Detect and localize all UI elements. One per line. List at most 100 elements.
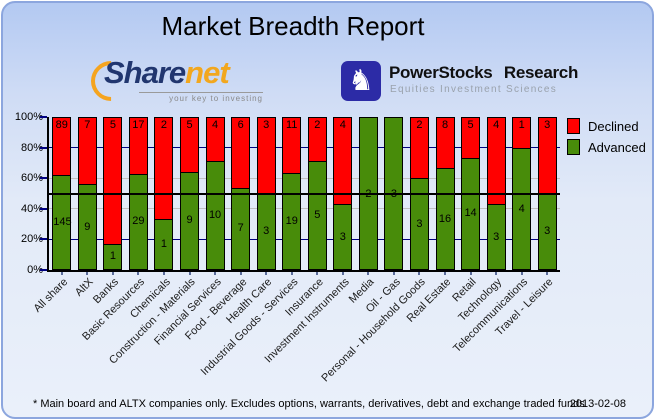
y-label-60: 60% xyxy=(20,172,43,185)
page-title: Market Breadth Report xyxy=(161,11,425,41)
bar-all-share-declined-count: 89 xyxy=(55,119,68,131)
y-label-80: 80% xyxy=(20,141,43,154)
x-tick-construction-materials xyxy=(188,272,191,275)
bar-altx-declined-segment xyxy=(78,118,96,185)
x-label-health-care: Health Care xyxy=(224,276,275,326)
bar-retail-declined-count: 5 xyxy=(467,119,474,131)
knight-chess-icon: ♞ xyxy=(348,64,374,97)
bar-insurance-advanced-segment xyxy=(308,161,326,269)
legend-item-advanced: Advanced xyxy=(567,139,646,155)
bar-food-beverage-declined-count: 6 xyxy=(237,119,244,131)
x-tick-financial-services xyxy=(214,272,217,275)
gridline-80 xyxy=(49,147,560,149)
reference-line-50 xyxy=(49,192,560,195)
bar-financial-services-declined-segment xyxy=(206,118,224,162)
bar-altx-advanced-count: 9 xyxy=(84,220,91,233)
bar-financial-services-declined-count: 4 xyxy=(212,119,219,131)
x-tick-basic-resources xyxy=(137,272,140,275)
bar-basic-resources-advanced-count: 29 xyxy=(132,215,145,228)
bar-basic-resources-declined-count: 17 xyxy=(132,119,145,131)
bar-industrial-goods-services-declined-count: 11 xyxy=(286,119,298,131)
bar-personal-household-goods-declined-count: 2 xyxy=(416,119,423,131)
x-label-construction-materials: Construction - Materials xyxy=(107,276,199,367)
bar-construction-materials-advanced-segment xyxy=(181,171,199,269)
bar-real-estate-advanced-count: 16 xyxy=(438,212,452,225)
bar-industrial-goods-services-advanced-count: 19 xyxy=(285,215,298,228)
bar-financial-services-advanced-count: 10 xyxy=(208,209,222,222)
sharenet-word-net: net xyxy=(185,55,229,90)
bar-health-care-advanced-count: 3 xyxy=(263,225,270,238)
x-tick-travel-leisure xyxy=(546,272,549,275)
x-label-banks: Banks xyxy=(91,276,122,307)
bar-technology-advanced-count: 3 xyxy=(493,230,500,243)
bar-all-share: 89 145 xyxy=(52,117,72,270)
sharenet-wordmark: Sharenet xyxy=(104,55,230,91)
bar-personal-household-goods-declined-segment xyxy=(410,118,428,179)
x-label-media: Media xyxy=(347,276,377,306)
bar-retail-advanced-segment xyxy=(462,157,480,269)
bar-retail-declined-segment xyxy=(462,118,480,158)
y-tick-60 xyxy=(40,177,47,180)
x-label-basic-resources: Basic Resources xyxy=(80,276,147,343)
sharenet-logo: Sharenet your key to investing xyxy=(82,52,263,110)
y-tick-100 xyxy=(40,116,47,118)
y-label-0: 0% xyxy=(27,264,43,276)
powerstocks-logo: ♞ PowerStocks Research Equities Investme… xyxy=(341,60,578,106)
bar-industrial-goods-services: 11 19 xyxy=(282,117,302,270)
gridline-60 xyxy=(49,177,560,179)
bar-health-care-declined-count: 3 xyxy=(263,119,270,131)
bar-travel-leisure-declined-count: 3 xyxy=(544,119,551,131)
bar-altx-declined-count: 7 xyxy=(84,119,91,131)
bar-food-beverage-advanced-segment xyxy=(232,187,250,269)
x-label-retail: Retail xyxy=(450,276,480,305)
x-tick-personal-household-goods xyxy=(418,272,421,275)
x-tick-banks xyxy=(111,272,114,275)
bar-food-beverage-declined-segment xyxy=(232,118,250,188)
bar-technology-advanced-segment xyxy=(487,204,505,269)
y-label-100: 100% xyxy=(14,111,43,123)
legend-label-advanced: Advanced xyxy=(588,139,646,155)
bar-retail-advanced-count: 14 xyxy=(464,207,477,220)
declined-swatch xyxy=(567,118,580,134)
bar-health-care-declined-segment xyxy=(257,118,275,194)
bar-insurance-declined-count: 2 xyxy=(314,119,321,131)
bar-insurance-advanced-count: 5 xyxy=(314,209,321,222)
bar-all-share-advanced-count: 145 xyxy=(53,216,72,229)
bar-banks-declined-count: 5 xyxy=(109,119,116,131)
bar-financial-services-advanced-segment xyxy=(206,161,224,269)
x-label-oil-gas: Oil - Gas xyxy=(363,276,403,316)
bar-basic-resources-advanced-segment xyxy=(129,173,147,269)
bar-banks-advanced-count: 1 xyxy=(109,250,116,263)
powerstocks-tagline: Equities Investment Sciences xyxy=(390,84,558,95)
bar-real-estate-declined-segment xyxy=(436,118,454,169)
bar-telecommunications-declined-segment xyxy=(513,118,531,149)
knight-badge: ♞ xyxy=(341,61,381,101)
x-tick-real-estate xyxy=(444,272,447,275)
bar-real-estate-declined-count: 8 xyxy=(441,119,449,131)
x-label-altx: AltX xyxy=(73,276,96,299)
bar-telecommunications-advanced-count: 4 xyxy=(518,202,525,215)
bar-chemicals-advanced-segment xyxy=(155,218,173,269)
y-label-20: 20% xyxy=(20,233,43,246)
bar-insurance-declined-segment xyxy=(308,118,326,162)
gridline-40 xyxy=(49,208,560,210)
x-label-financial-services: Financial Services xyxy=(151,276,224,348)
bar-personal-household-goods-advanced-segment xyxy=(410,178,428,269)
bar-industrial-goods-services-advanced-segment xyxy=(283,173,301,269)
bar-technology-declined-count: 4 xyxy=(493,119,500,131)
x-label-insurance: Insurance xyxy=(283,276,326,319)
y-tick-20 xyxy=(40,238,47,241)
bar-investment-instruments-advanced-count: 3 xyxy=(339,230,346,243)
y-label-40: 40% xyxy=(20,202,43,215)
bar-travel-leisure-advanced-count: 3 xyxy=(544,225,551,238)
bar-chemicals-declined-count: 2 xyxy=(160,119,168,131)
y-axis-labels: 100% 80% 60% 40% 20% 0% xyxy=(3,111,43,276)
footer-note: * Main board and ALTX companies only. Ex… xyxy=(33,398,585,410)
x-label-chemicals: Chemicals xyxy=(127,276,173,321)
x-tick-food-beverage xyxy=(239,272,242,275)
